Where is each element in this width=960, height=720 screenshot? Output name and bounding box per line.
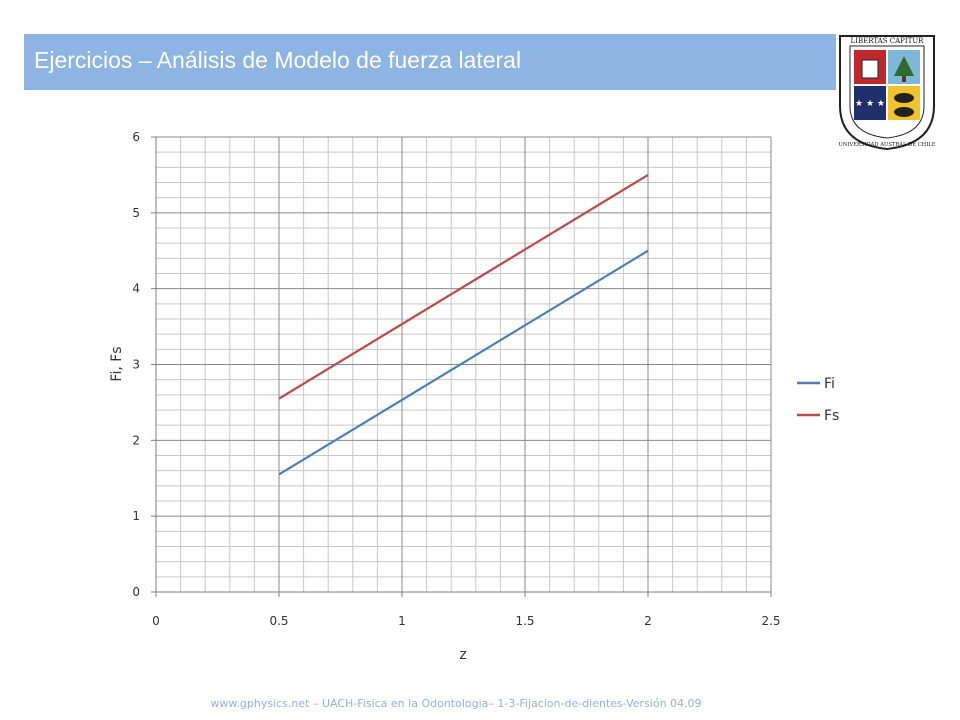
x-tick-label: 0 [152,614,160,628]
x-tick-label: 1.5 [515,614,534,628]
x-tick-label: 2.5 [761,614,780,628]
y-tick-label: 4 [132,282,140,296]
crest-tree-icon [894,56,914,76]
y-axis-label: Fi, Fs [109,346,125,381]
crest-cow-icon-2 [894,107,914,117]
x-axis-label: z [459,647,466,663]
series-lines [278,173,649,476]
y-tick-label: 6 [132,130,140,144]
legend-label-fi: Fi [824,376,835,392]
university-crest-logo: LIBERTAS CAPITUR ★ ★ ★ UNIVERSIDAD AUSTR… [839,35,936,151]
x-tick-label: 1 [398,614,406,628]
series-line-fi [278,249,649,476]
y-tick-label: 1 [132,509,140,523]
crest-cow-icon [894,93,914,103]
y-axis-ticks: 0 1 2 3 4 5 6 [132,130,156,599]
crest-ring-text: UNIVERSIDAD AUSTRAL DE CHILE [839,142,936,148]
chart-axes [151,137,771,597]
y-tick-label: 2 [132,433,140,447]
y-tick-label: 5 [132,206,140,220]
crest-tree-trunk [902,76,906,82]
y-tick-label: 3 [132,358,140,372]
title-bar: Ejercicios – Análisis de Modelo de fuerz… [24,34,836,90]
slide-title: Ejercicios – Análisis de Modelo de fuerz… [34,47,522,73]
crest-quarter-blue-bottom [854,86,886,120]
series-line-fs [278,173,649,400]
crest-motto: LIBERTAS CAPITUR [851,37,925,45]
x-tick-label: 0.5 [269,614,288,628]
crest-tower-icon [861,59,879,79]
crest-stars-icon: ★ ★ ★ [855,99,885,109]
y-tick-label: 0 [132,585,140,599]
chart-legend: Fi Fs [797,376,839,424]
x-tick-label: 2 [644,614,652,628]
x-axis-ticks: 0 0.5 1 1.5 2 2.5 [152,592,781,628]
footer-text: www.gphysics.net – UACH-Fisica en la Odo… [210,697,702,710]
grid-major-lines [155,136,772,593]
legend-label-fs: Fs [824,408,839,424]
